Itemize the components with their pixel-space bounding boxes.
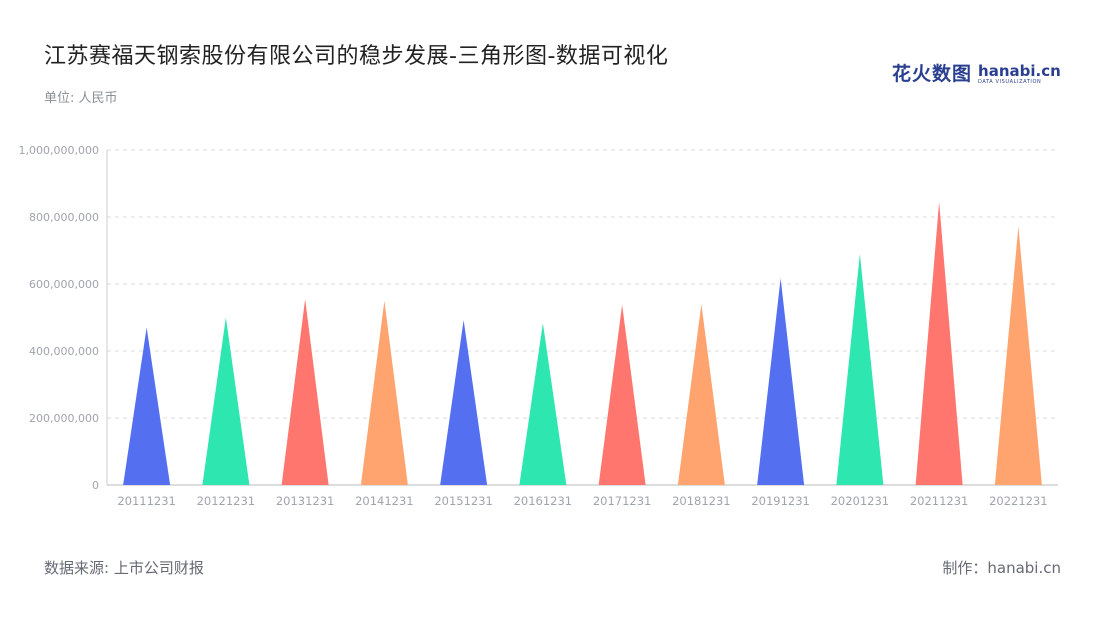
grid-lines [107, 149, 1058, 419]
bar-20211231 [915, 201, 963, 486]
x-tick-label: 20221231 [989, 494, 1048, 508]
axes [106, 150, 1058, 486]
x-tick-label: 20191231 [751, 494, 810, 508]
bar-20201231 [836, 253, 884, 485]
x-tick-label: 20141231 [355, 494, 414, 508]
x-tick-label: 20201231 [831, 494, 890, 508]
bar-20151231 [440, 320, 488, 485]
x-tick-label: 20171231 [593, 494, 652, 508]
y-tick-label: 600,000,000 [29, 278, 99, 291]
logo-en-subtext: DATA VISUALIZATION [978, 79, 1042, 85]
bar-20171231 [598, 304, 646, 485]
bars [123, 201, 1042, 486]
bar-20141231 [360, 300, 408, 485]
bar-20121231 [202, 317, 250, 485]
logo-en-block: hanabi.cn DATA VISUALIZATION [978, 63, 1061, 86]
bar-20111231 [123, 327, 171, 485]
x-tick-label: 20211231 [910, 494, 969, 508]
x-tick-label: 20121231 [197, 494, 256, 508]
tick-labels: 0 200,000,000 400,000,000 600,000,000 800,00… [19, 144, 1048, 508]
y-tick-label: 0 [92, 479, 99, 492]
x-tick-label: 20161231 [514, 494, 573, 508]
chart-title: 江苏赛福天钢索股份有限公司的稳步发展-三角形图-数据可视化 [44, 44, 669, 69]
bar-20161231 [519, 323, 567, 485]
x-tick-label: 20131231 [276, 494, 335, 508]
x-tick-label: 20111231 [117, 494, 176, 508]
credit-text: 制作：hanabi.cn [942, 559, 1061, 577]
logo-cn-text: 花火数图 [892, 63, 973, 85]
y-tick-label: 1,000,000,000 [19, 144, 99, 157]
bar-20191231 [757, 278, 805, 485]
y-tick-label: 200,000,000 [29, 412, 99, 425]
y-tick-label: 800,000,000 [29, 211, 99, 224]
brand-logo: 花火数图 hanabi.cn DATA VISUALIZATION [892, 60, 1061, 86]
bar-20221231 [994, 226, 1042, 485]
unit-label: 单位: 人民币 [44, 91, 118, 106]
data-source: 数据来源: 上市公司财报 [44, 559, 204, 577]
y-tick-label: 400,000,000 [29, 345, 99, 358]
x-tick-label: 20151231 [434, 494, 493, 508]
x-tick-label: 20181231 [672, 494, 731, 508]
logo-en-text: hanabi.cn [978, 62, 1061, 80]
bar-20131231 [281, 299, 329, 485]
bar-20181231 [677, 304, 725, 485]
